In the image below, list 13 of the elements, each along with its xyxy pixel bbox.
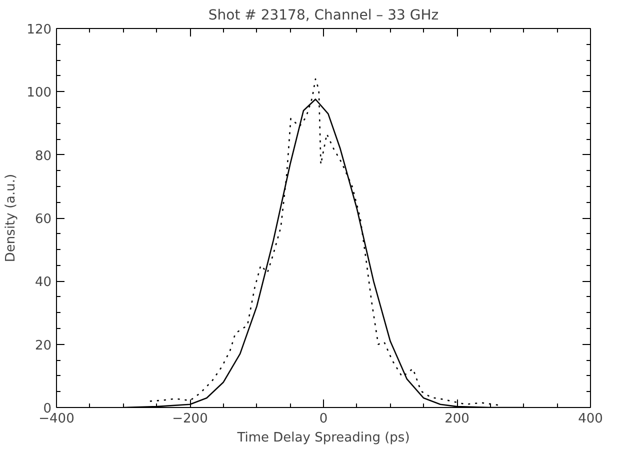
y-tick-label: 40 [34, 275, 52, 290]
y-tick-label: 20 [34, 338, 52, 354]
y-tick-label: 120 [26, 22, 52, 38]
chart-title: Shot # 23178, Channel – 33 GHz [208, 8, 439, 24]
y-tick-label: 60 [34, 212, 52, 227]
x-tick-label: −200 [172, 412, 208, 426]
x-tick-label: 0 [319, 412, 328, 426]
y-axis-title: Density (a.u.) [4, 174, 19, 262]
x-tick-label: 200 [444, 412, 470, 426]
x-axis-title: Time Delay Spreading (ps) [236, 430, 410, 446]
y-tick-label: 100 [26, 86, 52, 101]
y-tick-label: 80 [34, 148, 52, 164]
x-tick-label: 400 [578, 412, 603, 426]
